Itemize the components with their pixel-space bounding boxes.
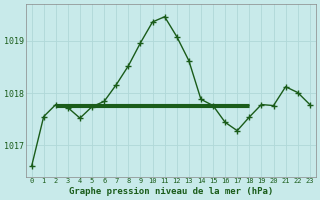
X-axis label: Graphe pression niveau de la mer (hPa): Graphe pression niveau de la mer (hPa) (68, 187, 273, 196)
